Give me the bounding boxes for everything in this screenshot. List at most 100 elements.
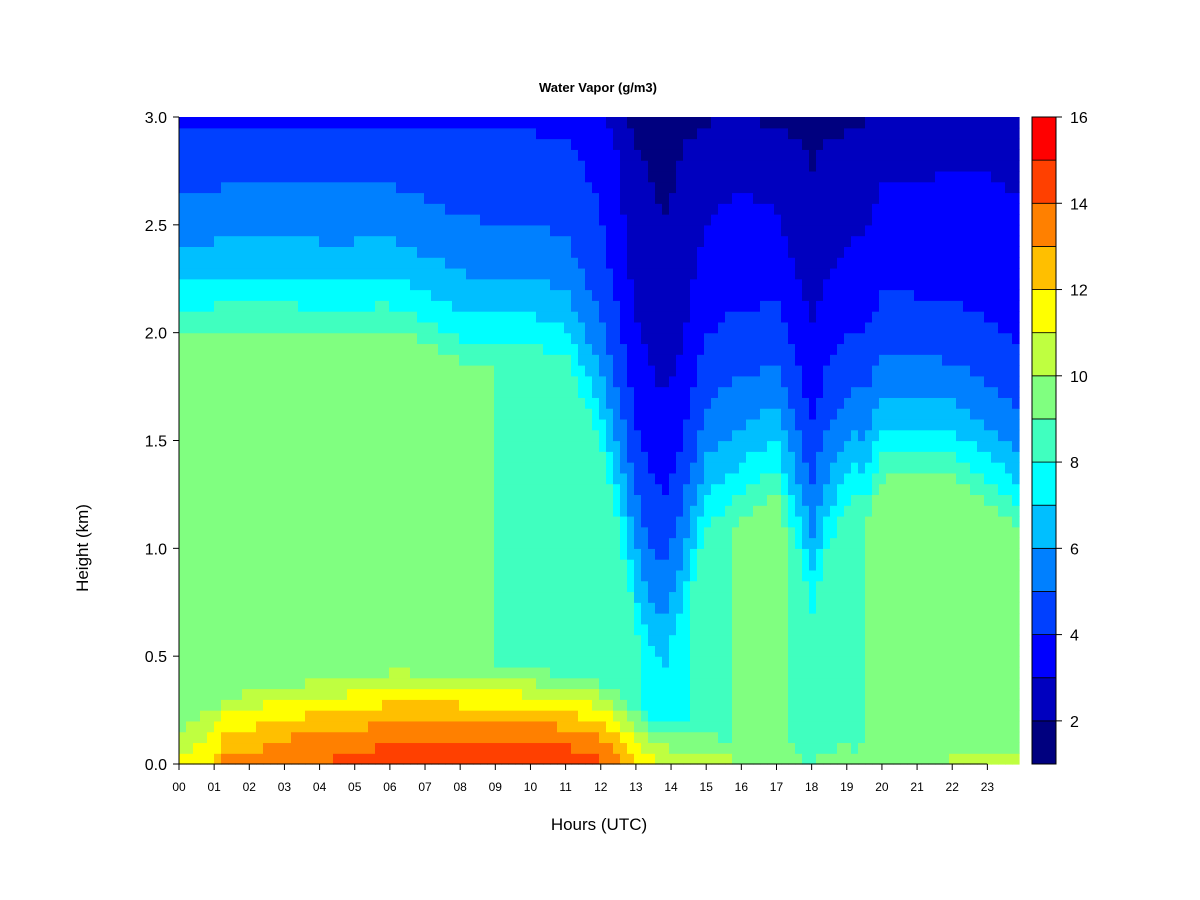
heatmap-cell <box>340 688 348 700</box>
heatmap-cell <box>431 602 439 614</box>
heatmap-cell <box>578 170 586 183</box>
heatmap-cell <box>725 580 733 593</box>
heatmap-cell <box>690 515 698 528</box>
heatmap-cell <box>704 117 712 129</box>
heatmap-cell <box>207 591 215 603</box>
heatmap-cell <box>613 300 621 312</box>
heatmap-cell <box>620 666 628 679</box>
heatmap-cell <box>256 214 264 226</box>
heatmap-cell <box>235 354 243 366</box>
heatmap-cell <box>473 731 481 744</box>
heatmap-cell <box>718 462 726 474</box>
heatmap-cell <box>403 332 411 345</box>
heatmap-cell <box>298 645 306 657</box>
heatmap-cell <box>683 602 691 614</box>
heatmap-cell <box>438 321 446 334</box>
heatmap-cell <box>480 602 488 614</box>
heatmap-cell <box>648 505 656 517</box>
heatmap-cell <box>704 710 712 722</box>
heatmap-cell <box>641 602 649 614</box>
heatmap-cell <box>438 688 446 700</box>
heatmap-cell <box>606 375 614 388</box>
heatmap-cell <box>662 472 670 485</box>
heatmap-cell <box>585 192 593 204</box>
heatmap-cell <box>508 720 516 733</box>
heatmap-cell <box>242 666 250 679</box>
heatmap-cell <box>200 418 208 431</box>
heatmap-cell <box>690 181 698 194</box>
heatmap-cell <box>270 300 278 312</box>
heatmap-cell <box>263 203 271 215</box>
heatmap-cell <box>564 429 572 442</box>
heatmap-cell <box>543 224 551 237</box>
heatmap-cell <box>690 526 698 539</box>
heatmap-cell <box>214 753 222 765</box>
heatmap-cell <box>466 267 474 280</box>
heatmap-cell <box>676 451 684 463</box>
heatmap-cell <box>256 731 264 744</box>
heatmap-cell <box>256 257 264 269</box>
heatmap-cell <box>480 343 488 355</box>
heatmap-cell <box>725 224 733 237</box>
heatmap-cell <box>739 580 747 593</box>
heatmap-cell <box>557 354 565 366</box>
heatmap-cell <box>627 710 635 722</box>
heatmap-cell <box>277 214 285 226</box>
heatmap-cell <box>725 666 733 679</box>
heatmap-cell <box>648 192 656 204</box>
heatmap-cell <box>417 462 425 474</box>
heatmap-cell <box>606 645 614 657</box>
heatmap-cell <box>536 451 544 463</box>
heatmap-cell <box>564 408 572 420</box>
heatmap-cell <box>697 731 705 744</box>
heatmap-cell <box>669 214 677 226</box>
heatmap-cell <box>424 537 432 549</box>
heatmap-cell <box>536 515 544 528</box>
heatmap-cell <box>746 666 754 679</box>
heatmap-cell <box>662 160 670 172</box>
heatmap-cell <box>725 537 733 549</box>
heatmap-cell <box>578 440 586 452</box>
heatmap-cell <box>746 710 754 722</box>
heatmap-cell <box>557 602 565 614</box>
heatmap-cell <box>508 613 516 625</box>
heatmap-cell <box>732 602 740 614</box>
heatmap-cell <box>305 332 313 345</box>
heatmap-cell <box>403 418 411 431</box>
heatmap-cell <box>718 289 726 301</box>
heatmap-cell <box>319 289 327 301</box>
heatmap-cell <box>508 149 516 161</box>
heatmap-cell <box>676 289 684 301</box>
heatmap-cell <box>340 440 348 452</box>
heatmap-cell <box>242 278 250 291</box>
heatmap-cell <box>536 127 544 140</box>
heatmap-cell <box>655 613 663 625</box>
heatmap-cell <box>501 321 509 334</box>
heatmap-cell <box>186 462 194 474</box>
heatmap-cell <box>179 656 187 668</box>
heatmap-cell <box>655 548 663 560</box>
heatmap-cell <box>585 418 593 431</box>
heatmap-cell <box>354 354 362 366</box>
heatmap-cell <box>620 569 628 582</box>
heatmap-cell <box>298 138 306 150</box>
heatmap-cell <box>459 418 467 431</box>
heatmap-cell <box>424 753 432 765</box>
heatmap-cell <box>340 699 348 711</box>
heatmap-cell <box>242 688 250 700</box>
heatmap-cell <box>207 494 215 506</box>
heatmap-cell <box>739 602 747 614</box>
heatmap-cell <box>333 656 341 668</box>
heatmap-cell <box>354 623 362 636</box>
heatmap-cell <box>676 569 684 582</box>
heatmap-cell <box>557 149 565 161</box>
heatmap-cell <box>522 720 530 733</box>
heatmap-cell <box>550 267 558 280</box>
heatmap-cell <box>494 149 502 161</box>
heatmap-cell <box>312 580 320 593</box>
heatmap-cell <box>732 580 740 593</box>
heatmap-cell <box>438 429 446 442</box>
heatmap-cell <box>753 170 761 183</box>
heatmap-cell <box>375 203 383 215</box>
heatmap-cell <box>564 235 572 247</box>
